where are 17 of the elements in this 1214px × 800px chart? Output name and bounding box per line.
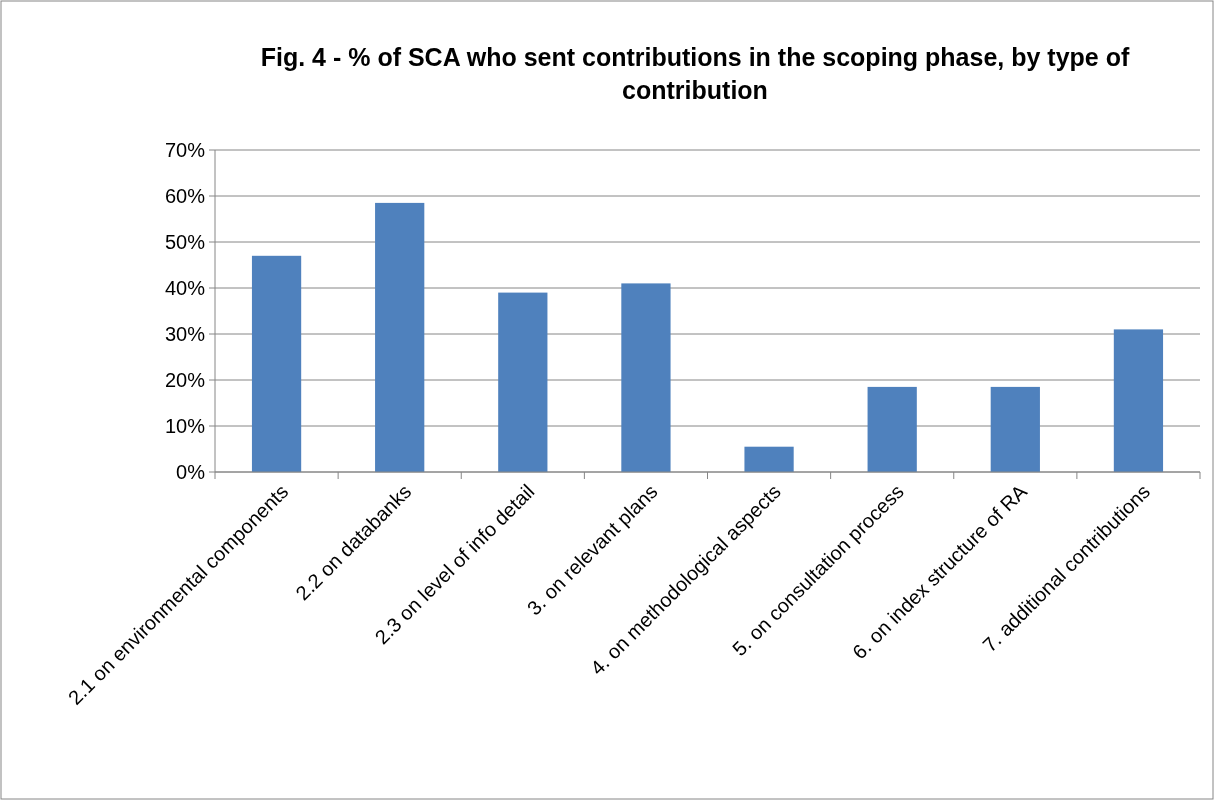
y-tick-label: 50% (164, 231, 206, 253)
bar (990, 386, 1040, 472)
bar (498, 292, 548, 472)
bar (621, 283, 671, 472)
y-tick-label: 30% (164, 323, 206, 345)
y-tick-label: 0% (176, 461, 206, 483)
y-tick-label: 60% (164, 185, 206, 207)
bar (251, 255, 302, 472)
bar (375, 202, 425, 472)
y-tick-label: 40% (164, 277, 206, 299)
y-tick-label: 10% (164, 415, 206, 437)
bar (867, 386, 917, 472)
bar (744, 446, 794, 472)
y-tick-label: 70% (164, 139, 206, 161)
y-tick-label: 20% (164, 369, 206, 391)
chart-title: Fig. 4 - % of SCA who sent contributions in the scoping phase, by type of contribution (260, 43, 1130, 104)
bar (1113, 329, 1164, 472)
